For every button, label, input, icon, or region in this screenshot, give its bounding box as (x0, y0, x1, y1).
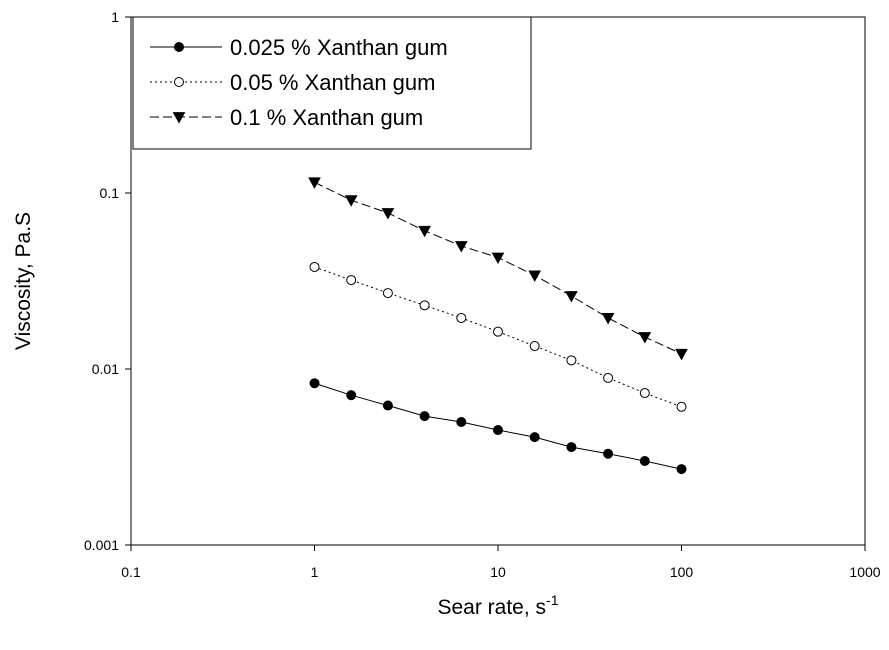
data-point (456, 312, 467, 323)
data-point (308, 177, 321, 189)
data-point (639, 388, 650, 399)
legend-box (132, 16, 532, 150)
data-point (346, 390, 357, 401)
y-tick-label: 0.001 (84, 537, 119, 553)
data-point (456, 416, 467, 427)
data-point (603, 372, 614, 383)
data-point (565, 291, 578, 303)
series-layer (308, 177, 688, 475)
x-tick-label: 1 (311, 564, 319, 580)
x-tick-label: 0.1 (121, 564, 141, 580)
x-tick-label: 100 (670, 564, 694, 580)
data-point (493, 326, 503, 337)
legend-item: 0.05 % Xanthan gum (150, 70, 435, 95)
legend-label: 0.1 % Xanthan gum (230, 105, 423, 130)
data-point (639, 456, 650, 467)
data-point (676, 464, 687, 475)
legend-marker (174, 77, 184, 87)
data-point (381, 208, 395, 220)
x-tick-label: 10 (490, 564, 506, 580)
data-point (676, 401, 687, 412)
x-axis-title: Sear rate, s-1 (437, 592, 558, 619)
legend: 0.025 % Xanthan gum 0.05 % Xanthan gum 0.1… (132, 16, 532, 150)
legend-marker (172, 112, 186, 124)
data-point (344, 195, 358, 207)
data-point (675, 348, 688, 361)
y-tick-label: 0.01 (92, 361, 119, 377)
data-point (529, 432, 540, 443)
x-axis-title-text: Sear rate, s (437, 596, 546, 619)
data-point (493, 425, 503, 436)
series-2 (309, 261, 687, 412)
y-tick-label: 1 (111, 9, 119, 25)
y-axis: 0.001 0.01 0.1 1 (84, 9, 131, 553)
data-point (382, 400, 393, 411)
data-point (529, 341, 540, 352)
x-tick-label: 1000 (849, 564, 880, 580)
data-point (309, 378, 320, 389)
data-point (454, 241, 468, 253)
data-point (528, 270, 542, 282)
data-point (418, 225, 431, 238)
data-point (603, 448, 614, 459)
data-point (601, 313, 615, 325)
legend-item: 0.025 % Xanthan gum (150, 35, 448, 60)
data-point (309, 261, 320, 272)
y-tick-label: 0.1 (100, 185, 120, 201)
legend-label: 0.025 % Xanthan gum (230, 35, 448, 60)
series-line (314, 266, 682, 408)
data-point (419, 411, 430, 422)
data-point (638, 332, 652, 344)
y-axis-title: Viscosity, Pa.S (12, 212, 35, 350)
legend-marker (174, 42, 184, 52)
data-point (491, 252, 505, 265)
data-point (566, 355, 577, 366)
data-point (566, 442, 577, 453)
legend-label: 0.05 % Xanthan gum (230, 70, 435, 95)
data-point (382, 288, 393, 299)
x-axis-title-superscript: -1 (546, 592, 559, 608)
legend-item: 0.1 % Xanthan gum (150, 105, 423, 130)
x-axis: 0.1 1 10 100 1000 (121, 545, 881, 580)
series-3 (308, 177, 688, 361)
data-point (419, 300, 430, 311)
series-1 (309, 378, 687, 475)
data-point (346, 275, 357, 286)
